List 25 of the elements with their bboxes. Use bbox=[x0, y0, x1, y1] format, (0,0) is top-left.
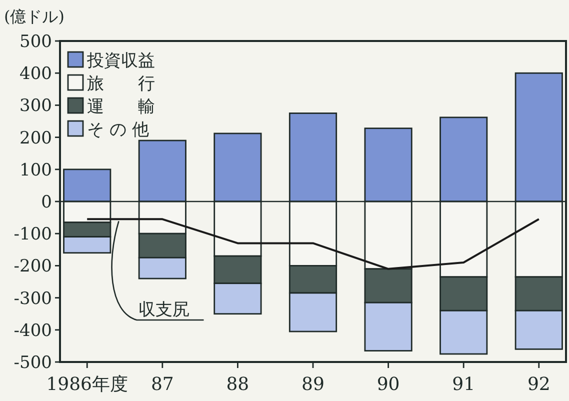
legend-label: 旅 行 bbox=[87, 74, 155, 94]
x-tick-label: 87 bbox=[150, 374, 174, 395]
line-series bbox=[86, 218, 540, 270]
text: 収支尻 bbox=[138, 300, 190, 320]
y-tick-label: 200 bbox=[20, 128, 52, 148]
legend-label: そ の 他 bbox=[87, 120, 149, 140]
y-tick-label: 0 bbox=[41, 192, 52, 212]
y-tick-label: -100 bbox=[14, 224, 52, 245]
legend-label: 運 輸 bbox=[87, 97, 155, 117]
y-tick-label: -200 bbox=[14, 256, 52, 277]
y-tick-label: -300 bbox=[14, 288, 52, 309]
y-axis-title: (億ドル) bbox=[4, 7, 64, 26]
y-tick-label: -400 bbox=[14, 320, 52, 341]
y-tick-label: 100 bbox=[20, 160, 52, 180]
y-tick-label: 400 bbox=[20, 64, 52, 84]
x-tick-label: 89 bbox=[302, 374, 324, 395]
x-tick-label: 91 bbox=[452, 374, 476, 395]
x-tick-label: 88 bbox=[226, 374, 250, 395]
legend-label: 投資収益 bbox=[86, 51, 155, 71]
y-tick-label: 500 bbox=[20, 32, 52, 52]
x-tick-label: 1986年度 bbox=[46, 374, 128, 395]
y-tick-label: 300 bbox=[20, 96, 52, 116]
x-tick-label: 90 bbox=[376, 374, 400, 395]
x-tick-label: 92 bbox=[527, 374, 550, 395]
y-tick-label: -500 bbox=[14, 353, 52, 373]
